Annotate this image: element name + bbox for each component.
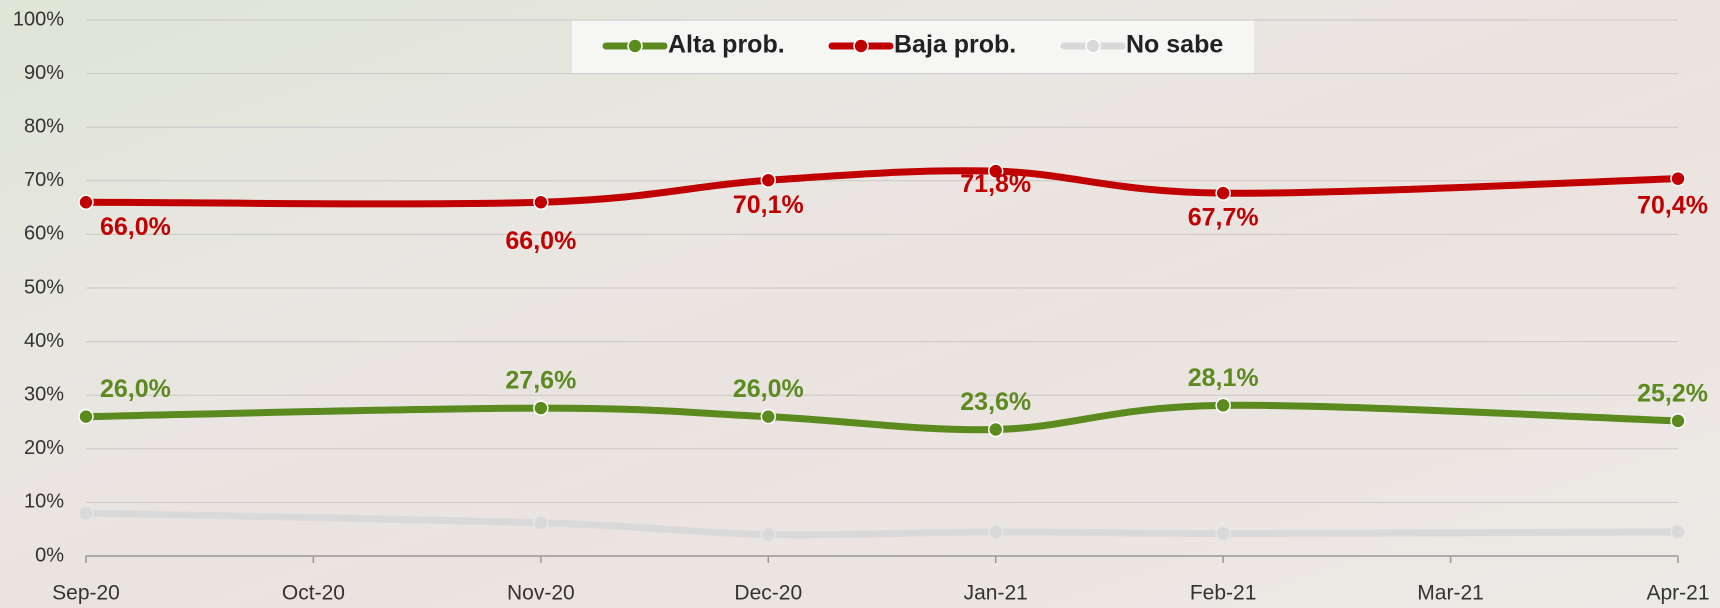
- legend-box: [572, 20, 1254, 74]
- x-tick-label: Sep-20: [52, 582, 120, 605]
- value-label: 66,0%: [505, 227, 576, 255]
- legend-label: No sabe: [1126, 31, 1223, 59]
- point: [987, 163, 1004, 179]
- legend-marker: [627, 38, 643, 54]
- point: [78, 194, 94, 210]
- value-label: 25,2%: [1637, 380, 1708, 408]
- point: [1215, 525, 1231, 542]
- point: [533, 194, 549, 210]
- legend-marker: [1085, 38, 1101, 54]
- point: [760, 408, 777, 425]
- y-tick-label: 20%: [24, 437, 64, 459]
- x-tick-label: Apr-21: [1646, 582, 1709, 605]
- point: [760, 172, 777, 189]
- x-tick-label: Oct-20: [282, 582, 345, 605]
- point: [1670, 524, 1686, 540]
- value-label: 26,0%: [733, 375, 804, 403]
- legend-marker: [853, 38, 869, 54]
- series-line: [82, 401, 1682, 434]
- point: [78, 505, 94, 521]
- y-tick-label: 60%: [24, 223, 64, 245]
- point: [78, 408, 94, 425]
- x-tick-label: Mar-21: [1417, 582, 1484, 605]
- point: [533, 515, 549, 531]
- value-label: 28,1%: [1188, 364, 1259, 392]
- series-line: [82, 167, 1682, 208]
- point: [1215, 397, 1231, 414]
- y-tick-label: 90%: [24, 62, 64, 84]
- value-label: 66,0%: [100, 213, 171, 241]
- point: [760, 526, 777, 543]
- y-tick-label: 100%: [13, 8, 64, 30]
- y-tick-label: 0%: [35, 544, 64, 566]
- y-tick-label: 80%: [24, 115, 64, 137]
- value-label: 26,0%: [100, 375, 171, 403]
- y-tick-label: 30%: [24, 383, 64, 405]
- value-label: 71,8%: [960, 170, 1031, 198]
- x-tick-label: Feb-21: [1190, 582, 1257, 605]
- x-tick-label: Nov-20: [507, 582, 575, 605]
- value-label: 27,6%: [505, 367, 576, 395]
- y-tick-label: 40%: [24, 330, 64, 352]
- value-label: 70,4%: [1637, 191, 1708, 219]
- point: [987, 524, 1004, 540]
- legend-label: Alta prob.: [668, 31, 785, 59]
- point: [1670, 413, 1686, 429]
- y-tick-label: 70%: [24, 169, 64, 191]
- x-tick-label: Dec-20: [734, 582, 802, 605]
- point: [533, 400, 549, 416]
- value-label: 23,6%: [960, 388, 1031, 416]
- y-tick-label: 10%: [24, 491, 64, 513]
- series-line: [82, 509, 1682, 539]
- point: [1215, 185, 1231, 201]
- x-tick-label: Jan-21: [964, 582, 1028, 605]
- legend-label: Baja prob.: [894, 31, 1016, 59]
- point: [987, 421, 1004, 438]
- y-tick-label: 50%: [24, 276, 64, 298]
- point: [1670, 170, 1686, 187]
- value-label: 67,7%: [1188, 204, 1259, 232]
- value-label: 70,1%: [733, 191, 804, 219]
